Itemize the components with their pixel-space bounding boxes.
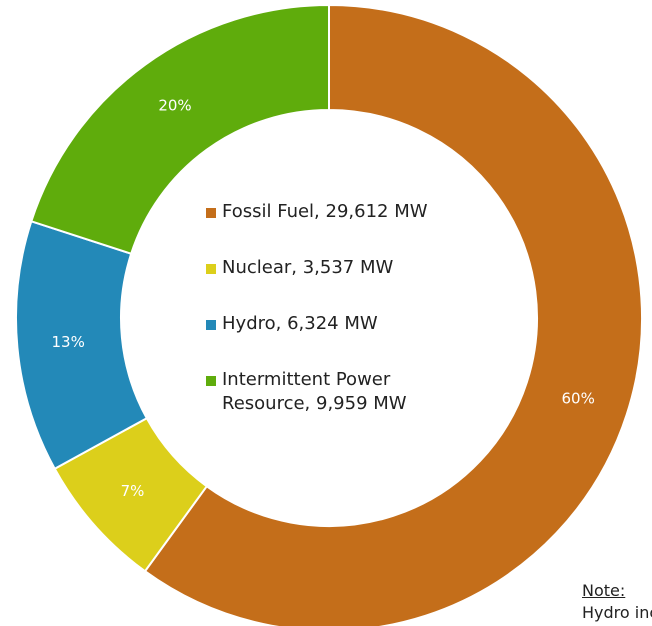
note: Note: Hydro inclu [582, 580, 652, 624]
note-text: Hydro inclu [582, 603, 652, 622]
legend-label: Hydro, 6,324 MW [222, 313, 378, 334]
value-label: 7% [121, 482, 145, 500]
slice [143, 3, 643, 626]
legend-swatch [206, 264, 216, 274]
legend-item: Nuclear, 3,537 MW [206, 256, 446, 280]
legend-item: Hydro, 6,324 MW [206, 312, 446, 336]
slice [30, 3, 330, 255]
value-label: 13% [51, 333, 84, 351]
legend-swatch [206, 208, 216, 218]
legend-swatch [206, 376, 216, 386]
value-label: 60% [562, 389, 595, 407]
legend-label: Fossil Fuel, 29,612 MW [222, 201, 428, 222]
value-label: 20% [158, 97, 191, 115]
note-heading: Note: [582, 581, 626, 600]
legend-swatch [206, 320, 216, 330]
legend-label: Nuclear, 3,537 MW [222, 257, 394, 278]
legend-label: Intermittent Power Resource, 9,959 MW [222, 369, 407, 414]
legend: Fossil Fuel, 29,612 MW Nuclear, 3,537 MW H… [206, 200, 446, 448]
legend-item: Intermittent Power Resource, 9,959 MW [206, 368, 446, 416]
legend-item: Fossil Fuel, 29,612 MW [206, 200, 446, 224]
